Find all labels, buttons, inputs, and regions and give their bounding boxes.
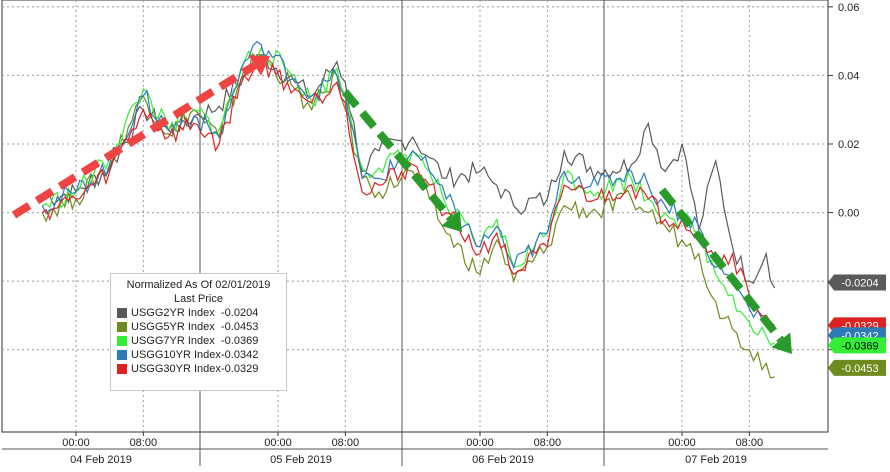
legend-header-line-1: Normalized As Of 02/01/2019 [126, 279, 271, 291]
x-tick-label: 00:00 [466, 437, 494, 449]
last-value-tag: -0.0369 [828, 337, 886, 354]
legend-series-name: USGG7YR Index [131, 335, 215, 347]
legend-series-name: USGG10YR Index [131, 349, 221, 361]
legend-series-value: -0.0342 [221, 349, 259, 361]
legend-series-name: USGG5YR Index [131, 321, 215, 333]
legend: Normalized As Of 02/01/2019 Last Price U… [110, 273, 287, 391]
legend-series-name: USGG30YR Index [131, 363, 221, 375]
y-tick-label: 0.02 [838, 139, 859, 151]
trend-arrow [11, 55, 270, 219]
trend-arrow-shaft [341, 89, 454, 221]
series-line [42, 46, 775, 346]
last-value-tag: -0.0204 [828, 274, 886, 291]
legend-swatch [117, 364, 127, 374]
last-value-tag-bg [828, 359, 886, 376]
legend-series-value: -0.0369 [221, 335, 259, 347]
day-label: 06 Feb 2019 [472, 454, 534, 466]
y-tick-label: 0.00 [838, 208, 859, 220]
day-label: 05 Feb 2019 [270, 454, 332, 466]
trend-arrow-shaft [11, 62, 257, 219]
x-tick-label: 00:00 [668, 437, 696, 449]
legend-series-value: -0.0329 [221, 363, 259, 375]
legend-swatch [117, 322, 127, 332]
last-value-label: -0.0369 [841, 340, 878, 352]
last-value-tag: -0.0453 [828, 359, 886, 376]
last-value-tag-bg [828, 337, 886, 354]
day-label: 04 Feb 2019 [70, 454, 132, 466]
legend-item: USGG7YR Index -0.0369 [117, 334, 280, 348]
legend-item: USGG30YR Index -0.0329 [117, 362, 280, 376]
x-tick-label: 00:00 [264, 437, 292, 449]
legend-swatch [117, 336, 127, 346]
legend-item: USGG2YR Index -0.0204 [117, 306, 280, 320]
legend-item: USGG10YR Index -0.0342 [117, 348, 280, 362]
series-line [41, 57, 776, 327]
y-tick-label: 0.06 [838, 2, 859, 14]
trend-arrow [341, 89, 462, 232]
legend-item: USGG5YR Index -0.0453 [117, 320, 280, 334]
legend-header-line-2: Last Price [174, 293, 223, 305]
legend-series-name: USGG2YR Index [131, 307, 215, 319]
y-tick-label: 0.04 [838, 70, 859, 82]
trend-arrow-shaft [658, 187, 784, 343]
x-tick-label: 08:00 [736, 437, 764, 449]
day-label: 07 Feb 2019 [685, 454, 747, 466]
trend-arrow-head [771, 332, 792, 354]
x-tick-label: 00:00 [62, 437, 90, 449]
legend-series-value: -0.0204 [221, 307, 259, 319]
series-line [41, 40, 775, 330]
last-value-label: -0.0453 [841, 363, 878, 375]
legend-swatch [117, 350, 127, 360]
last-value-label: -0.0204 [841, 278, 878, 290]
legend-swatch [117, 308, 127, 318]
x-tick-label: 08:00 [130, 437, 158, 449]
x-tick-label: 08:00 [534, 437, 562, 449]
trend-arrow-head [441, 210, 462, 232]
last-value-tag-bg [828, 274, 886, 291]
legend-series-value: -0.0453 [221, 321, 259, 333]
trend-arrow-head [248, 55, 270, 76]
x-tick-label: 08:00 [332, 437, 360, 449]
trend-arrow [658, 187, 792, 354]
